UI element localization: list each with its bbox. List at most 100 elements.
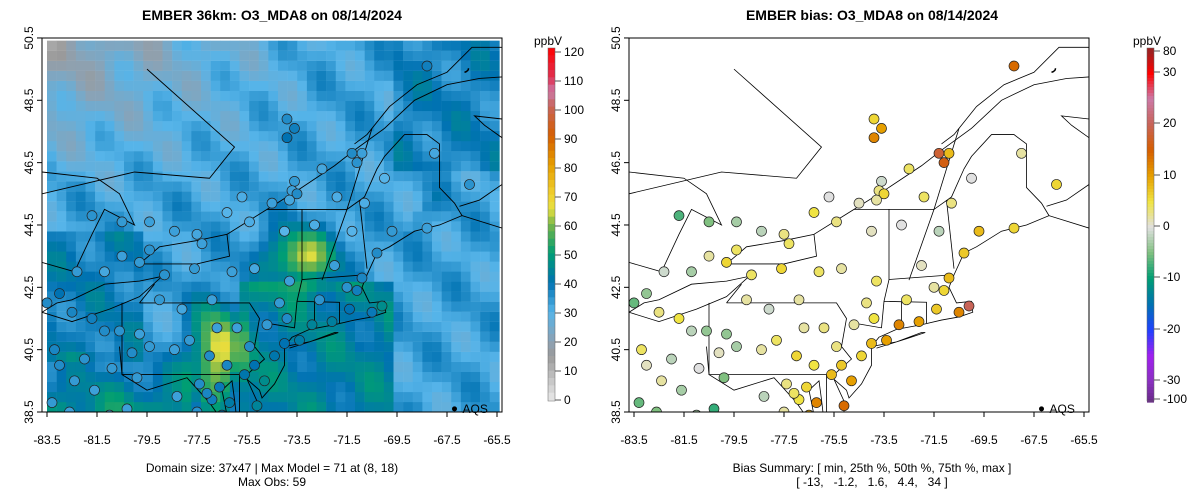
model-grid-cell — [114, 171, 125, 182]
model-grid-cell — [297, 171, 308, 182]
model-grid-cell — [114, 351, 125, 362]
model-grid-cell — [181, 361, 192, 373]
model-grid-cell — [335, 130, 346, 142]
model-grid-cell — [412, 70, 423, 81]
model-grid-cell — [66, 100, 77, 112]
model-grid-cell — [355, 361, 365, 373]
model-grid-cell — [258, 331, 269, 342]
model-grid-cell — [412, 381, 423, 393]
model-grid-cell — [374, 231, 385, 242]
model-grid-cell — [422, 301, 433, 312]
model-grid-cell — [210, 401, 221, 412]
model-grid-cell — [412, 181, 423, 192]
model-grid-cell — [181, 251, 192, 262]
model-grid-cell — [480, 351, 491, 362]
model-grid-cell — [220, 261, 231, 272]
model-grid-cell — [374, 40, 385, 51]
colorbar-segment — [548, 282, 555, 291]
model-grid-cell — [66, 241, 77, 252]
model-grid-cell — [66, 40, 77, 51]
model-grid-cell — [374, 171, 385, 182]
station-point — [826, 369, 837, 380]
station-point — [641, 288, 652, 299]
model-grid-cell — [66, 201, 77, 212]
station-point — [244, 341, 255, 352]
model-grid-cell — [268, 401, 279, 412]
model-grid-cell — [56, 251, 67, 262]
station-point — [291, 188, 303, 200]
model-grid-cell — [201, 50, 211, 61]
colorbar-segment — [1147, 300, 1154, 304]
model-grid-cell — [229, 60, 240, 71]
model-grid-cell — [441, 291, 452, 302]
model-grid-cell — [489, 311, 500, 322]
model-grid-cell — [249, 281, 260, 292]
model-grid-cell — [191, 130, 202, 142]
model-grid-cell — [480, 291, 491, 302]
model-grid-cell — [229, 331, 240, 342]
model-grid-cell — [75, 381, 86, 393]
model-grid-cell — [422, 151, 433, 162]
model-grid-cell — [191, 161, 202, 172]
boundary-line — [871, 332, 926, 349]
model-grid-cell — [258, 40, 269, 51]
model-grid-cell — [470, 311, 481, 322]
model-grid-cell — [441, 371, 452, 383]
model-grid-cell — [403, 201, 414, 212]
model-grid-cell — [124, 221, 134, 232]
colorbar-segment — [548, 70, 555, 78]
model-grid-cell — [152, 80, 163, 91]
model-field — [47, 40, 500, 412]
model-grid-cell — [239, 391, 250, 403]
model-grid-cell — [56, 40, 67, 51]
colorbar-segment — [1147, 117, 1154, 121]
model-grid-cell — [287, 141, 298, 152]
station-point — [958, 247, 970, 259]
model-grid-cell — [422, 50, 433, 61]
station-point — [703, 216, 715, 228]
station-point — [289, 123, 300, 134]
colorbar-segment — [548, 392, 555, 401]
model-grid-cell — [364, 231, 375, 242]
model-grid-cell — [451, 80, 462, 91]
model-grid-cell — [229, 231, 240, 242]
colorbar-segment — [548, 297, 555, 306]
model-grid-cell — [480, 211, 491, 222]
model-grid-cell — [489, 90, 500, 102]
model-grid-cell — [268, 171, 279, 182]
model-grid-cell — [85, 231, 96, 242]
model-grid-cell — [489, 130, 500, 142]
model-grid-cell — [297, 191, 308, 202]
model-grid-cell — [278, 181, 288, 192]
model-grid-cell — [480, 141, 491, 152]
model-grid-cell — [355, 181, 365, 192]
station-point — [633, 397, 645, 408]
model-grid-cell — [47, 271, 57, 282]
model-grid-cell — [393, 221, 404, 232]
model-grid-cell — [181, 120, 192, 132]
model-grid-cell — [480, 181, 491, 192]
model-grid-cell — [268, 181, 279, 192]
left-footer-maxobs: Max Obs: 59 — [238, 475, 306, 489]
model-grid-cell — [287, 381, 298, 393]
model-grid-cell — [287, 301, 298, 312]
model-grid-cell — [95, 151, 106, 162]
model-grid-cell — [56, 311, 67, 322]
model-grid-cell — [326, 110, 337, 122]
colorbar-segment — [548, 121, 555, 130]
model-grid-cell — [229, 161, 240, 172]
x-tick-label: -65.5 — [483, 433, 511, 447]
model-grid-cell — [278, 90, 288, 102]
model-grid-cell — [441, 301, 452, 312]
model-grid-cell — [239, 261, 250, 272]
model-grid-cell — [480, 301, 491, 312]
station-point — [793, 294, 805, 306]
model-grid-cell — [412, 50, 423, 61]
model-grid-cell — [201, 130, 211, 142]
model-grid-cell — [124, 181, 134, 192]
model-grid-cell — [162, 261, 173, 272]
colorbar-segment — [548, 165, 555, 174]
model-grid-cell — [403, 301, 414, 312]
model-grid-cell — [326, 70, 337, 81]
colorbar-segment — [1147, 294, 1154, 298]
